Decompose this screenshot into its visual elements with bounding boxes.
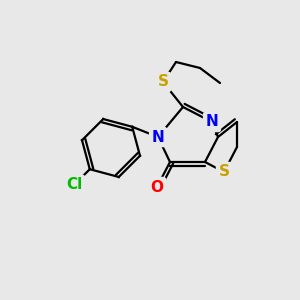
Text: S: S <box>218 164 230 179</box>
Text: N: N <box>206 115 218 130</box>
Text: Cl: Cl <box>66 177 82 192</box>
Text: S: S <box>158 74 169 89</box>
Text: O: O <box>151 179 164 194</box>
Text: N: N <box>152 130 164 145</box>
